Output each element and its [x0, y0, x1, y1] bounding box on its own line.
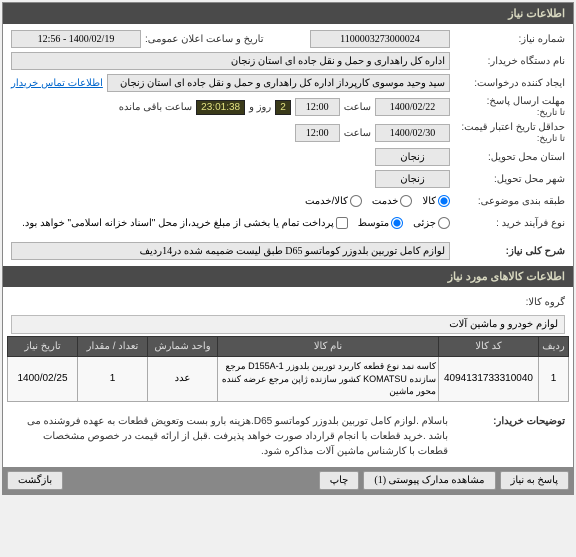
row-delivery-city: شهر محل تحویل:	[7, 168, 569, 190]
label-hour-1: ساعت	[344, 102, 371, 113]
label-subject: شرح کلی نیاز:	[450, 246, 565, 257]
subject-field	[11, 242, 450, 260]
radio-mid[interactable]: متوسط	[358, 217, 403, 229]
reply-button[interactable]: پاسخ به نیاز	[500, 471, 570, 490]
label-delivery-state: استان محل تحویل:	[450, 152, 565, 163]
label-budget: طبقه بندی موضوعی:	[450, 196, 565, 207]
label-creator: ایجاد کننده درخواست:	[450, 78, 565, 89]
label-buyer-note: توضیحات خریدار:	[450, 412, 565, 427]
main-panel: اطلاعات نیاز شماره نیاز: تاریخ و ساعت اع…	[2, 2, 574, 495]
radio-both[interactable]: کالا/خدمت	[305, 195, 362, 207]
th-row: ردیف	[539, 337, 569, 357]
row-delivery-state: استان محل تحویل:	[7, 146, 569, 168]
radio-low-input[interactable]	[438, 217, 450, 229]
table-row: 14094131733310040کاسه نمد نوع قطعه کاربر…	[8, 357, 569, 402]
label-delivery-city: شهر محل تحویل:	[450, 174, 565, 185]
th-qty: تعداد / مقدار	[78, 337, 148, 357]
radio-service-label: خدمت	[372, 196, 399, 207]
timer-box: 23:01:38	[196, 100, 245, 115]
radio-goods-input[interactable]	[438, 195, 450, 207]
payment-note: پرداخت تمام یا بخشی از مبلغ خرید،از محل …	[22, 218, 334, 229]
label-process: نوع فرآیند خرید :	[450, 218, 565, 229]
payment-checkbox[interactable]	[336, 217, 348, 229]
creator-field	[107, 74, 450, 92]
row-device-name: نام دستگاه خریدار:	[7, 50, 569, 72]
label-hour-2: ساعت	[344, 128, 371, 139]
label-group: گروه کالا:	[450, 297, 565, 308]
print-button[interactable]: چاپ	[319, 471, 360, 490]
device-name-field	[11, 52, 450, 70]
goods-table: ردیف کد کالا نام کالا واحد شمارش تعداد /…	[7, 336, 569, 402]
row-min-valid: حداقل تاریخ اعتبار قیمت: تا تاریخ: ساعت	[7, 120, 569, 146]
radio-goods[interactable]: کالا	[422, 195, 450, 207]
group-value-row: لوازم خودرو و ماشین آلات	[11, 315, 565, 334]
form-section: شماره نیاز: تاریخ و ساعت اعلان عمومی: نا…	[3, 24, 573, 266]
radio-both-input[interactable]	[350, 195, 362, 207]
radio-both-label: کالا/خدمت	[305, 196, 348, 207]
goods-section: گروه کالا: لوازم خودرو و ماشین آلات ردیف…	[3, 287, 573, 467]
row-buyer-note: توضیحات خریدار: باسلام .لوازم کامل توربی…	[7, 410, 569, 463]
row-req-number: شماره نیاز: تاریخ و ساعت اعلان عمومی:	[7, 28, 569, 50]
public-date-field	[11, 30, 141, 48]
cell-row: 1	[539, 357, 569, 402]
buyer-note-text: باسلام .لوازم کامل توربین بلدوزر کوماتسو…	[11, 412, 450, 461]
th-name: نام کالا	[218, 337, 439, 357]
cell-unit: عدد	[148, 357, 218, 402]
row-creator: ایجاد کننده درخواست: اطلاعات تماس خریدار	[7, 72, 569, 94]
radio-mid-label: متوسط	[358, 218, 389, 229]
min-valid-date-field	[375, 124, 450, 142]
cell-name: کاسه نمد نوع قطعه کاربرد توربین بلدوزر D…	[218, 357, 439, 402]
cell-code: 4094131733310040	[439, 357, 539, 402]
back-button[interactable]: بازگشت	[7, 471, 63, 490]
table-header-row: ردیف کد کالا نام کالا واحد شمارش تعداد /…	[8, 337, 569, 357]
row-group: گروه کالا:	[7, 291, 569, 313]
label-public-date: تاریخ و ساعت اعلان عمومی:	[145, 34, 264, 45]
row-subject: شرح کلی نیاز:	[7, 240, 569, 262]
th-code: کد کالا	[439, 337, 539, 357]
row-budget: طبقه بندی موضوعی: کالا خدمت کالا/خدمت	[7, 190, 569, 212]
radio-mid-input[interactable]	[391, 217, 403, 229]
label-days: روز و	[249, 102, 271, 113]
footer-bar: پاسخ به نیاز مشاهده مدارک پیوستی (1) چاپ…	[3, 467, 573, 494]
radio-low[interactable]: جزئی	[413, 217, 450, 229]
radio-service[interactable]: خدمت	[372, 195, 413, 207]
panel-header-info: اطلاعات نیاز	[3, 3, 573, 24]
th-unit: واحد شمارش	[148, 337, 218, 357]
delivery-city-field	[375, 170, 450, 188]
label-remain: ساعت باقی مانده	[119, 102, 192, 113]
min-valid-hour-field	[295, 124, 340, 142]
panel-header-goods: اطلاعات کالاهای مورد نیاز	[3, 266, 573, 287]
label-device-name: نام دستگاه خریدار:	[450, 56, 565, 67]
label-req-number: شماره نیاز:	[450, 34, 565, 45]
attachments-button[interactable]: مشاهده مدارک پیوستی (1)	[363, 471, 495, 490]
cell-qty: 1	[78, 357, 148, 402]
days-remain-box: 2	[275, 100, 291, 115]
label-deadline: مهلت ارسال پاسخ: تا تاریخ:	[450, 96, 565, 118]
cell-date: 1400/02/25	[8, 357, 78, 402]
radio-low-label: جزئی	[413, 218, 436, 229]
contact-link[interactable]: اطلاعات تماس خریدار	[11, 78, 103, 89]
row-deadline: مهلت ارسال پاسخ: تا تاریخ: ساعت 2 روز و …	[7, 94, 569, 120]
row-process: نوع فرآیند خرید : جزئی متوسط پرداخت تمام…	[7, 212, 569, 234]
label-min-valid: حداقل تاریخ اعتبار قیمت: تا تاریخ:	[450, 122, 565, 144]
payment-note-check: پرداخت تمام یا بخشی از مبلغ خرید،از محل …	[22, 217, 348, 229]
th-date: تاریخ نیاز	[8, 337, 78, 357]
delivery-state-field	[375, 148, 450, 166]
deadline-date-field	[375, 98, 450, 116]
deadline-hour-field	[295, 98, 340, 116]
radio-service-input[interactable]	[400, 195, 412, 207]
req-number-field	[310, 30, 450, 48]
radio-goods-label: کالا	[422, 196, 436, 207]
